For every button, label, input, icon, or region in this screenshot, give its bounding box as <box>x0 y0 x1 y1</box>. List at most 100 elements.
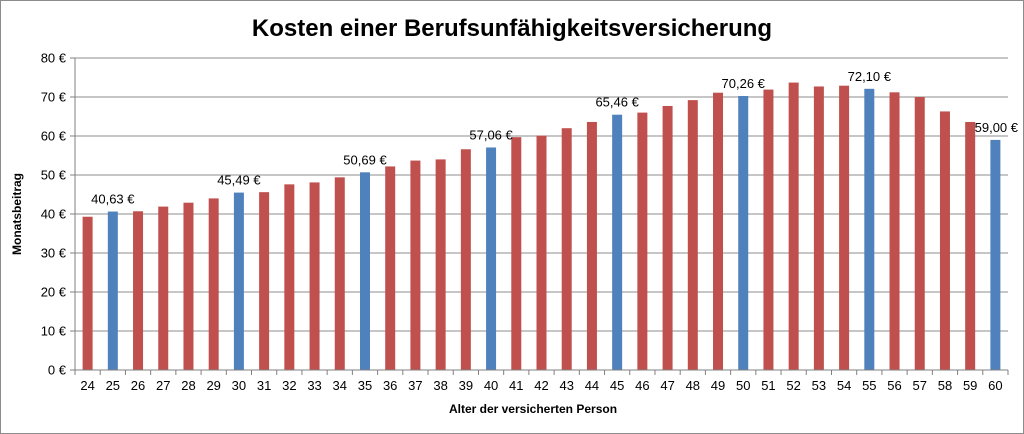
data-label: 45,49 € <box>217 173 261 188</box>
chart-title: Kosten einer Berufsunfähigkeitsversicher… <box>252 15 772 42</box>
data-labels: 40,63 € 45,49 € 50,69 € 57,06 € 65,46 € 70,26… <box>91 69 1019 207</box>
bar <box>183 202 194 370</box>
y-tick-label: 50 € <box>41 168 67 183</box>
y-axis-ticks: 0 € 10 € 20 € 30 € 40 € 50 € 60 € 70 € 80 € <box>41 51 75 378</box>
x-tick-label: 53 <box>812 378 826 393</box>
x-tick-label: 48 <box>686 378 700 393</box>
x-tick-label: 38 <box>433 378 447 393</box>
axes <box>74 58 1008 371</box>
data-label: 70,26 € <box>722 76 766 91</box>
bar <box>763 89 774 370</box>
x-tick-label: 49 <box>711 378 725 393</box>
x-tick-label: 35 <box>358 378 372 393</box>
bar <box>788 82 799 370</box>
y-tick-label: 40 € <box>41 207 67 222</box>
bar <box>536 135 547 370</box>
x-tick-label: 55 <box>862 378 876 393</box>
data-label: 72,10 € <box>848 69 892 84</box>
data-label: 50,69 € <box>343 152 387 167</box>
bar <box>158 206 169 370</box>
bar-highlighted <box>107 211 118 370</box>
x-tick-label: 34 <box>333 378 347 393</box>
x-tick-label: 52 <box>786 378 800 393</box>
bar <box>637 112 648 370</box>
bar <box>82 216 93 370</box>
y-tick-label: 70 € <box>41 90 67 105</box>
x-tick-label: 59 <box>963 378 977 393</box>
bar <box>208 198 219 370</box>
y-tick-label: 0 € <box>48 363 67 378</box>
x-tick-label: 44 <box>585 378 599 393</box>
x-tick-label: 50 <box>736 378 750 393</box>
x-tick-label: 39 <box>459 378 473 393</box>
y-tick-label: 80 € <box>41 51 67 66</box>
bar-highlighted <box>359 172 370 370</box>
x-axis-ticks: 24 25 26 27 28 29 30 31 32 33 34 35 36 37 38 39 40 41 42 43… <box>74 370 1009 393</box>
x-tick-label: 25 <box>106 378 120 393</box>
bar <box>460 149 471 370</box>
y-axis-label: Monatsbeitrag <box>10 173 24 255</box>
bar <box>586 121 597 371</box>
bar <box>965 121 976 371</box>
bar <box>334 177 345 370</box>
y-tick-label: 60 € <box>41 129 67 144</box>
x-axis-label: Alter der versicherten Person <box>449 402 617 416</box>
bar-highlighted <box>612 114 623 371</box>
y-tick-label: 30 € <box>41 246 67 261</box>
bar <box>511 137 522 370</box>
bar <box>259 192 270 370</box>
bar <box>385 166 396 370</box>
x-tick-label: 27 <box>156 378 170 393</box>
x-tick-label: 32 <box>282 378 296 393</box>
bar <box>561 128 572 370</box>
x-tick-label: 56 <box>887 378 901 393</box>
data-label: 40,63 € <box>91 192 135 207</box>
x-tick-label: 46 <box>635 378 649 393</box>
x-tick-label: 51 <box>761 378 775 393</box>
bar <box>133 211 144 370</box>
bar <box>939 111 950 371</box>
x-tick-label: 47 <box>660 378 674 393</box>
x-tick-label: 26 <box>131 378 145 393</box>
bar <box>662 105 673 370</box>
bars <box>82 82 1001 371</box>
x-tick-label: 33 <box>307 378 321 393</box>
x-tick-label: 60 <box>988 378 1002 393</box>
x-tick-label: 36 <box>383 378 397 393</box>
bar <box>889 92 900 370</box>
x-tick-label: 57 <box>913 378 927 393</box>
bar <box>435 159 446 370</box>
x-tick-label: 42 <box>534 378 548 393</box>
data-label: 57,06 € <box>469 127 513 142</box>
x-tick-label: 31 <box>257 378 271 393</box>
data-label: 59,00 € <box>975 120 1019 135</box>
x-tick-label: 30 <box>232 378 246 393</box>
bar <box>713 92 724 371</box>
x-tick-label: 37 <box>408 378 422 393</box>
x-tick-label: 45 <box>610 378 624 393</box>
x-tick-label: 54 <box>837 378 851 393</box>
bar-highlighted <box>990 139 1001 370</box>
x-tick-label: 28 <box>181 378 195 393</box>
bar <box>410 160 421 370</box>
y-tick-label: 10 € <box>41 324 67 339</box>
y-tick-label: 20 € <box>41 285 67 300</box>
bar <box>914 97 925 370</box>
bar-highlighted <box>738 95 749 371</box>
x-tick-label: 58 <box>938 378 952 393</box>
bar <box>813 86 824 370</box>
bar-highlighted <box>233 192 244 370</box>
bar <box>309 182 320 370</box>
x-tick-label: 43 <box>559 378 573 393</box>
x-tick-label: 41 <box>509 378 523 393</box>
x-tick-label: 40 <box>484 378 498 393</box>
bar-highlighted <box>486 147 497 370</box>
bar <box>839 85 850 370</box>
data-label: 65,46 € <box>595 95 639 110</box>
x-tick-label: 24 <box>80 378 94 393</box>
bar-highlighted <box>864 88 875 370</box>
bar <box>687 100 698 371</box>
bar <box>284 184 295 370</box>
x-tick-label: 29 <box>206 378 220 393</box>
